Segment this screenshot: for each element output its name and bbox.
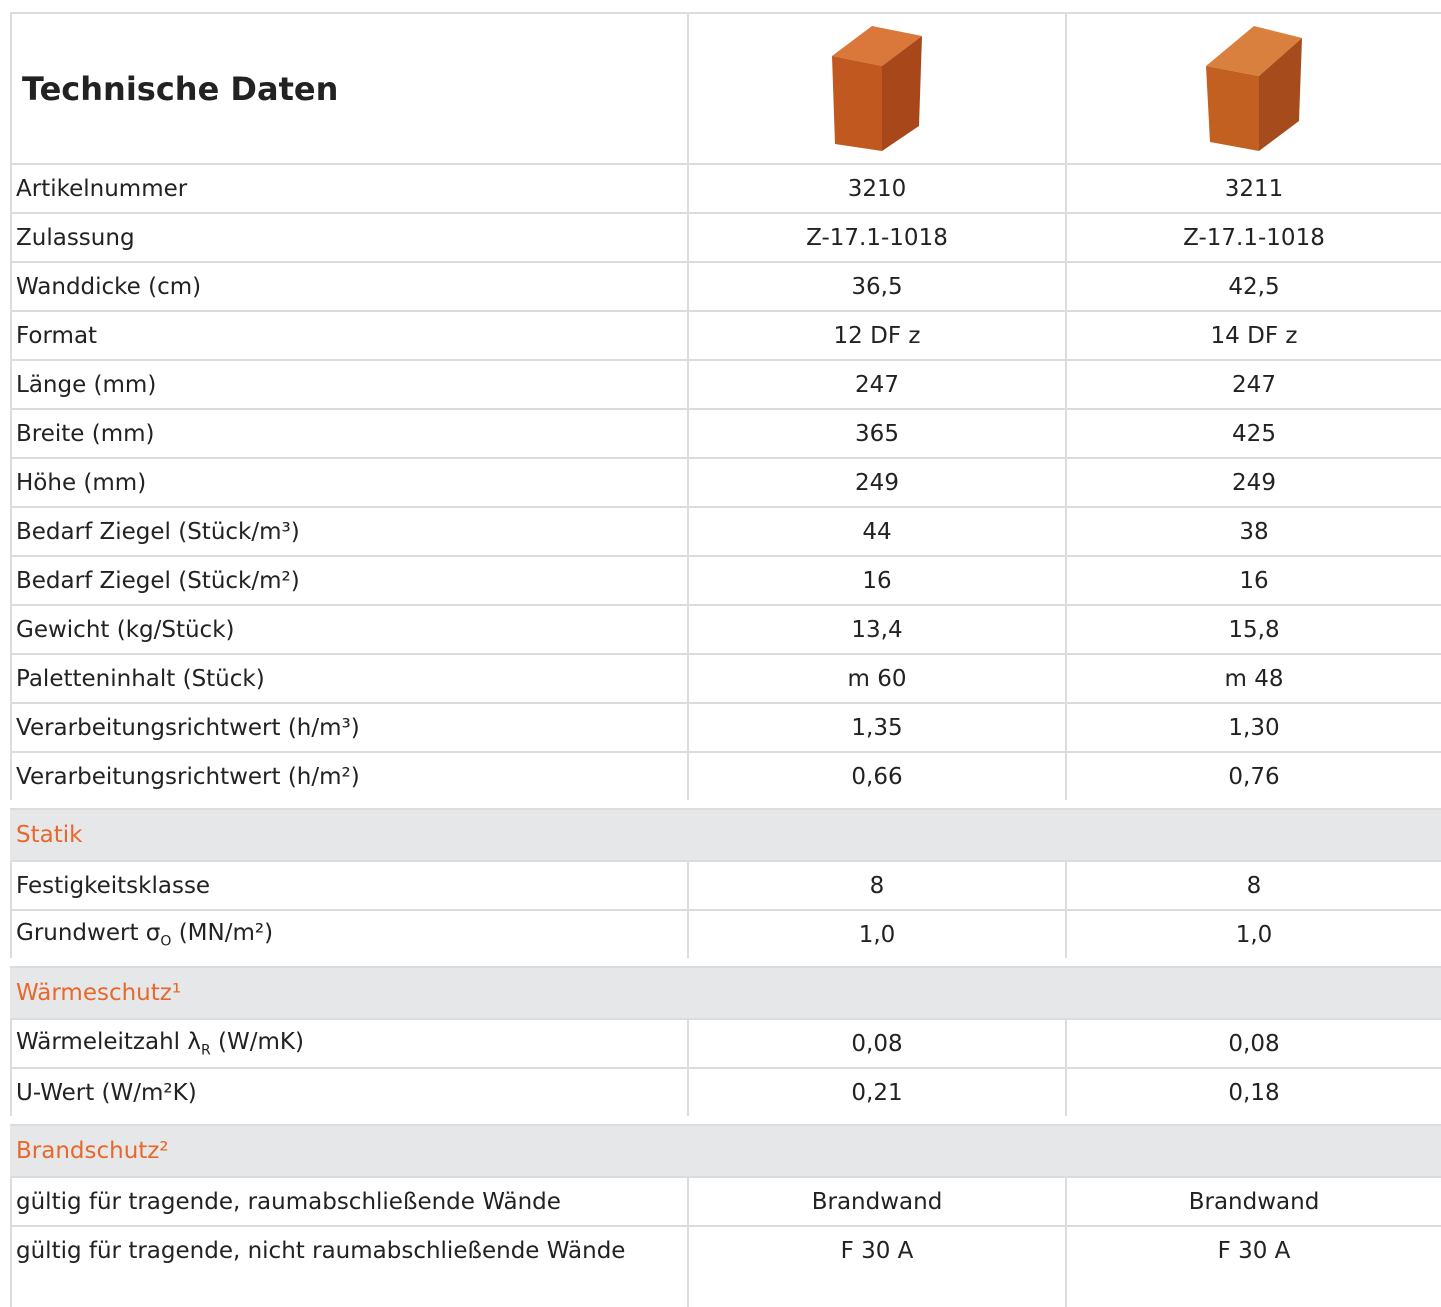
value-cell: 16 — [1067, 557, 1441, 604]
value-cell: 249 — [1067, 459, 1441, 506]
label-cell: Artikelnummer — [10, 165, 689, 212]
label-main: Grundwert σ — [16, 920, 160, 946]
value-cell: 0,18 — [1067, 1069, 1441, 1116]
value-cell: 247 — [689, 361, 1067, 408]
label-cell: Grundwert σO (MN/m²) — [10, 911, 689, 958]
value-cell: 3210 — [689, 165, 1067, 212]
value-cell: 8 — [1067, 862, 1441, 909]
section-title: Wärmeschutz¹ — [10, 966, 1441, 1018]
value-cell: 0,21 — [689, 1069, 1067, 1116]
value-cell: Brandwand — [1067, 1178, 1441, 1225]
label-cell: gültig für tragende, nicht raumabschließ… — [10, 1227, 689, 1307]
value-cell: 14 DF z — [1067, 312, 1441, 359]
product-image — [689, 14, 1067, 163]
value-cell: 0,08 — [689, 1020, 1067, 1067]
label-cell: Festigkeitsklasse — [10, 862, 689, 909]
label-cell: Paletteninhalt (Stück) — [10, 655, 689, 702]
label-cell: Bedarf Ziegel (Stück/m³) — [10, 508, 689, 555]
label-cell: Wärmeleitzahl λR (W/mK) — [10, 1020, 689, 1067]
value-cell: 0,76 — [1067, 753, 1441, 800]
value-cell: Z-17.1-1018 — [1067, 214, 1441, 261]
value-cell: 13,4 — [689, 606, 1067, 653]
label-cell: Gewicht (kg/Stück) — [10, 606, 689, 653]
label-text: Grundwert σO (MN/m²) — [16, 920, 273, 950]
label-cell: Bedarf Ziegel (Stück/m²) — [10, 557, 689, 604]
table-row: gültig für tragende, raumabschließende W… — [10, 1176, 1441, 1225]
value-cell: 12 DF z — [689, 312, 1067, 359]
value-cell: 1,35 — [689, 704, 1067, 751]
label-cell: Länge (mm) — [10, 361, 689, 408]
value-cell: 44 — [689, 508, 1067, 555]
label-suffix: (W/mK) — [211, 1029, 304, 1055]
label-text: Wärmeleitzahl λR (W/mK) — [16, 1029, 304, 1059]
value-cell: m 48 — [1067, 655, 1441, 702]
label-cell: Verarbeitungsrichtwert (h/m²) — [10, 753, 689, 800]
value-cell: F 30 A — [689, 1227, 1067, 1307]
value-cell: 38 — [1067, 508, 1441, 555]
section-title: Brandschutz² — [10, 1124, 1441, 1176]
value-cell: 15,8 — [1067, 606, 1441, 653]
value-cell: 0,66 — [689, 753, 1067, 800]
title: Technische Daten — [10, 14, 689, 163]
brick — [1204, 26, 1304, 151]
value-cell: 249 — [689, 459, 1067, 506]
value-cell: 8 — [689, 862, 1067, 909]
value-cell: F 30 A — [1067, 1227, 1441, 1307]
value-cell: 36,5 — [689, 263, 1067, 310]
label-cell: U-Wert (W/m²K) — [10, 1069, 689, 1116]
product-image — [1067, 14, 1441, 163]
value-cell: 247 — [1067, 361, 1441, 408]
label-sub: O — [160, 933, 171, 949]
label-suffix: (MN/m²) — [171, 920, 273, 946]
value-cell: 1,0 — [689, 911, 1067, 958]
value-cell: 42,5 — [1067, 263, 1441, 310]
label-cell: Wanddicke (cm) — [10, 263, 689, 310]
label-cell: Verarbeitungsrichtwert (h/m³) — [10, 704, 689, 751]
brick — [827, 26, 927, 151]
value-cell: 3211 — [1067, 165, 1441, 212]
value-cell: 365 — [689, 410, 1067, 457]
label-sub: R — [201, 1042, 211, 1058]
value-cell: m 60 — [689, 655, 1067, 702]
value-cell: Brandwand — [689, 1178, 1067, 1225]
section-title: Statik — [10, 808, 1441, 860]
label-cell: Zulassung — [10, 214, 689, 261]
table-row: gültig für tragende, nicht raumabschließ… — [10, 1225, 1441, 1307]
value-cell: 425 — [1067, 410, 1441, 457]
value-cell: 1,0 — [1067, 911, 1441, 958]
label-cell: gültig für tragende, raumabschließende W… — [10, 1178, 689, 1225]
header-row: Technische Daten — [10, 12, 1441, 163]
label-cell: Höhe (mm) — [10, 459, 689, 506]
page: Technische Daten Artikelnummer32103211Zu… — [0, 0, 1441, 1286]
label-cell: Breite (mm) — [10, 410, 689, 457]
value-cell: Z-17.1-1018 — [689, 214, 1067, 261]
value-cell: 0,08 — [1067, 1020, 1441, 1067]
value-cell: 1,30 — [1067, 704, 1441, 751]
value-cell: 16 — [689, 557, 1067, 604]
label-cell: Format — [10, 312, 689, 359]
label-main: Wärmeleitzahl λ — [16, 1029, 201, 1055]
